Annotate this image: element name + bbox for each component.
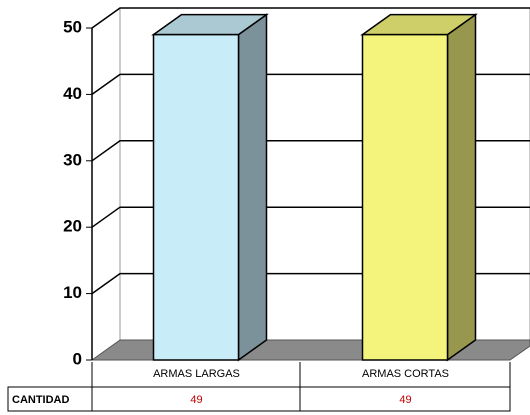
x-tick-label: ARMAS LARGAS [153,368,240,380]
y-tick-label: 40 [63,84,82,103]
bar-side [446,13,477,362]
y-tick-label: 50 [63,17,82,36]
table-row [7,386,511,412]
bar-side [237,13,268,362]
table-value: 49 [190,394,202,406]
x-tick-label: ARMAS CORTAS [362,368,449,380]
data-table: CANTIDAD [7,362,511,412]
series-label: CANTIDAD [12,394,69,406]
y-tick-label: 30 [63,150,82,169]
table-value: 49 [399,394,411,406]
y-tick-label: 0 [73,349,82,368]
y-tick-label: 10 [63,283,82,302]
grid-line [91,7,530,29]
bar [361,33,449,361]
bar [152,33,240,361]
y-tick-label: 20 [63,217,82,236]
